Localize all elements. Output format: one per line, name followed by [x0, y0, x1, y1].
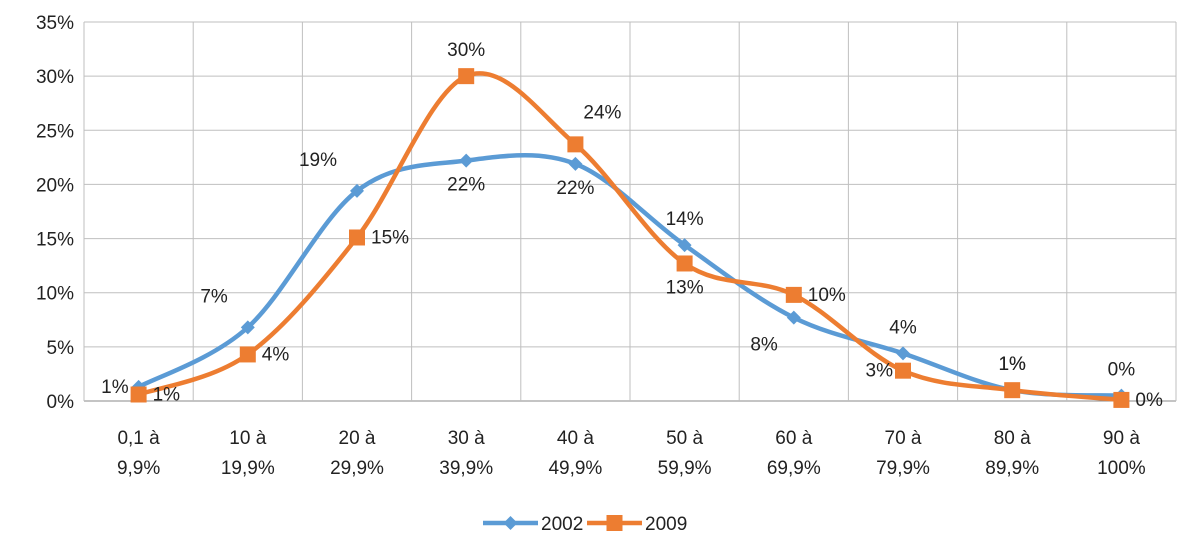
y-tick-label: 20%	[36, 175, 74, 196]
x-tick-label: 30 à 39,9%	[439, 428, 493, 479]
x-tick-label: 50 à 59,9%	[658, 428, 712, 479]
x-tick-label: 70 à 79,9%	[876, 428, 930, 479]
grid	[83, 21, 1177, 402]
series-2002-data-label: 14%	[666, 209, 704, 230]
x-tick-label: 80 à 89,9%	[985, 428, 1039, 479]
x-tick-label: 90 à 100%	[1097, 428, 1146, 479]
y-axis: 0% 5% 10% 15% 20% 25% 30% 35%	[36, 13, 74, 413]
series-2002-data-label: 22%	[556, 178, 594, 199]
series-2009-marker	[1004, 382, 1021, 399]
series-2009-data-label: 4%	[262, 344, 290, 365]
series-2002-marker	[786, 310, 801, 325]
x-tick-label: 60 à 69,9%	[767, 428, 821, 479]
series-2009-data-label: 1%	[153, 385, 181, 406]
series-2009-data-label: 24%	[583, 102, 621, 123]
series-2002-marker	[896, 346, 910, 361]
series-2002-data-label: 8%	[750, 335, 778, 356]
legend-2002-label: 2002	[541, 514, 583, 535]
series-2009-data-label: 10%	[808, 285, 846, 306]
y-tick-label: 5%	[47, 338, 75, 359]
series-2009-line	[136, 71, 1124, 403]
series-2009-marker	[239, 346, 256, 363]
legend-2009-marker	[606, 515, 623, 531]
series-2009-marker	[349, 229, 365, 246]
series-2009-marker	[130, 386, 147, 403]
series-2009-data-label: 30%	[447, 40, 485, 61]
series-2002-marker	[677, 238, 692, 253]
series-2002-marker	[568, 156, 583, 171]
series-2002-data-label: 22%	[447, 175, 485, 196]
series-2002-data-label: 1%	[101, 377, 129, 398]
series-2009-marker	[458, 68, 475, 85]
y-tick-label: 30%	[36, 67, 74, 88]
series-2002-data-label: 4%	[889, 317, 917, 338]
x-tick-label: 10 à 19,9%	[221, 428, 275, 479]
data-labels: 1% 7% 19% 22% 22% 14% 8% 4% 1% 0% 1% 4% 15% 30% 24% 13%…	[101, 40, 1163, 411]
legend-2002-marker	[503, 516, 518, 530]
x-tick-label: 40 à 49,9%	[548, 428, 602, 479]
y-tick-label: 0%	[47, 392, 75, 413]
series-2009-marker	[895, 362, 911, 379]
series-2002-marker	[459, 153, 474, 168]
legend-2009-label: 2009	[645, 514, 687, 535]
x-axis: 0,1 à 9,9% 10 à 19,9% 20 à 29,9% 30 à 39,9% 40 à…	[117, 428, 1146, 479]
series-2009-data-label: 15%	[371, 227, 409, 248]
y-tick-label: 10%	[36, 284, 74, 305]
series-2009-marker	[785, 286, 802, 303]
series-2002-data-label: 19%	[299, 150, 337, 171]
series-layer	[130, 68, 1130, 408]
series-2002-marker	[240, 320, 255, 335]
y-tick-label: 35%	[36, 13, 74, 34]
series-2002-data-label: 7%	[200, 286, 228, 307]
legend-2002: 2002	[483, 514, 583, 535]
series-2009-marker	[567, 136, 584, 153]
series-2002-data-label: 0%	[1108, 360, 1136, 381]
x-tick-label: 20 à 29,9%	[330, 428, 384, 479]
series-2009-marker	[1113, 391, 1130, 408]
legend-2009: 2009	[587, 514, 687, 535]
y-tick-label: 25%	[36, 121, 74, 142]
x-tick-label: 0,1 à 9,9%	[117, 428, 160, 479]
series-2009-data-label: 0%	[1135, 390, 1163, 411]
y-tick-label: 15%	[36, 230, 74, 251]
series-2009-data-label: 3%	[866, 361, 894, 382]
series-2009-marker	[676, 255, 693, 272]
series-2002-marker	[350, 183, 364, 198]
series-2009-data-label: 13%	[666, 277, 704, 298]
legend: 2002 2009	[483, 514, 687, 535]
series-2002-data-label: 1%	[998, 354, 1026, 375]
series-2009-data-label: 1%	[998, 354, 1026, 375]
